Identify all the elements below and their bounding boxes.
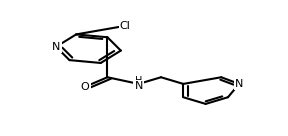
Text: H: H xyxy=(135,76,142,86)
Text: Cl: Cl xyxy=(120,21,131,31)
Text: N: N xyxy=(134,81,143,91)
Text: O: O xyxy=(81,82,90,92)
Text: N: N xyxy=(52,42,60,52)
Text: N: N xyxy=(235,79,243,89)
